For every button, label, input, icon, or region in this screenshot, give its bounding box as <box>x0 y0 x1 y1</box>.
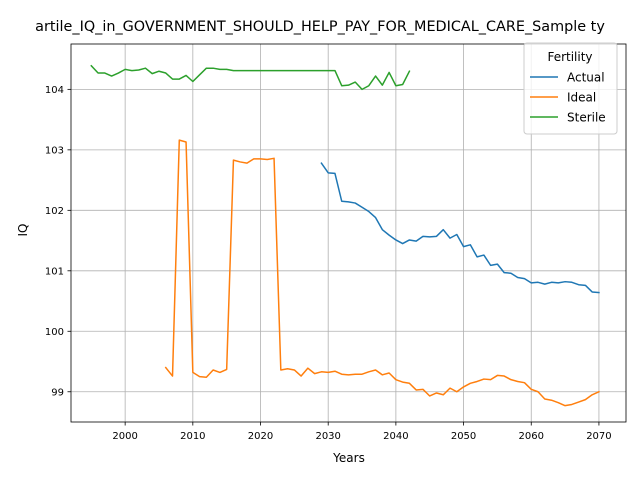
x-tick-label: 2020 <box>248 431 273 442</box>
y-tick-label: 104 <box>45 85 64 96</box>
legend-label-actual: Actual <box>567 71 605 85</box>
legend-title: Fertility <box>547 50 592 64</box>
y-axis-label: IQ <box>16 224 30 237</box>
y-tick-label: 103 <box>45 145 64 156</box>
y-tick-label: 100 <box>45 327 64 338</box>
x-tick-label: 2010 <box>180 431 205 442</box>
x-tick-label: 2070 <box>586 431 611 442</box>
x-tick-label: 2060 <box>519 431 544 442</box>
x-tick-label: 2040 <box>383 431 408 442</box>
x-tick-label: 2050 <box>451 431 476 442</box>
y-tick-label: 99 <box>51 387 64 398</box>
y-tick-label: 101 <box>45 266 64 277</box>
x-tick-label: 2000 <box>112 431 137 442</box>
legend-label-sterile: Sterile <box>567 111 606 125</box>
legend-label-ideal: Ideal <box>567 91 596 105</box>
x-tick-label: 2030 <box>315 431 340 442</box>
x-axis-label: Years <box>332 451 365 465</box>
y-tick-label: 102 <box>45 206 64 217</box>
chart-title: artile_IQ_in_GOVERNMENT_SHOULD_HELP_PAY_… <box>35 19 605 35</box>
legend: Fertility Actual Ideal Sterile <box>524 43 617 134</box>
